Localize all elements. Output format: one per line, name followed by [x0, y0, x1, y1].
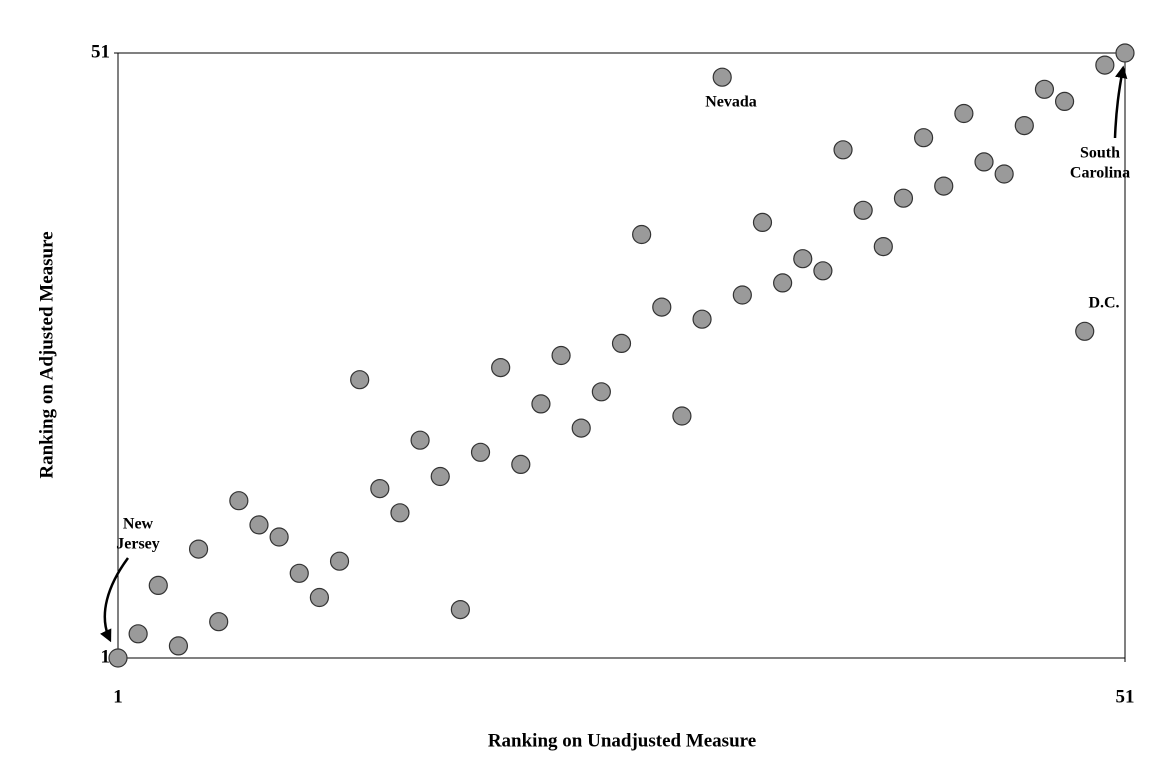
point	[1054, 91, 1075, 112]
point	[430, 466, 450, 487]
annotation: Jersey	[116, 536, 160, 553]
y-axis-label: Ranking on Adjusted Measure	[36, 231, 57, 478]
point	[752, 212, 773, 232]
point	[1034, 79, 1055, 99]
point	[893, 188, 914, 208]
arrow	[100, 557, 130, 643]
point	[108, 648, 128, 668]
y-tick-label: 51	[91, 41, 110, 62]
point	[591, 382, 611, 402]
point	[450, 599, 470, 620]
point	[470, 442, 491, 462]
point	[511, 454, 531, 474]
point	[934, 176, 954, 196]
point	[571, 418, 591, 438]
point	[974, 152, 994, 172]
point	[732, 285, 752, 305]
y-tick-label: 1	[101, 646, 111, 667]
point	[954, 103, 974, 124]
point	[269, 527, 289, 547]
point	[309, 587, 329, 608]
point	[410, 430, 430, 450]
point	[1115, 43, 1135, 63]
point	[1014, 115, 1034, 136]
x-tick-label: 51	[1116, 686, 1135, 707]
point	[652, 297, 672, 317]
point	[913, 128, 934, 148]
x-axis-label: Ranking on Unadjusted Measure	[488, 730, 756, 751]
point	[853, 200, 873, 220]
point	[793, 249, 813, 269]
point	[249, 515, 269, 535]
point	[611, 333, 632, 353]
point	[551, 345, 571, 366]
point	[1075, 321, 1095, 341]
point	[390, 503, 410, 523]
point	[1095, 55, 1115, 75]
point	[370, 479, 390, 499]
point	[188, 539, 209, 559]
point	[692, 309, 712, 329]
point	[229, 491, 249, 511]
annotation: New	[123, 516, 154, 533]
point	[128, 624, 148, 644]
arrow	[1113, 65, 1128, 139]
annotation: South	[1080, 145, 1120, 162]
point	[632, 224, 652, 245]
point	[994, 164, 1014, 184]
point	[209, 612, 229, 632]
point	[289, 563, 309, 583]
point	[329, 551, 350, 571]
point	[350, 370, 370, 390]
point	[168, 636, 189, 656]
point	[813, 261, 833, 281]
point	[773, 273, 793, 293]
point	[148, 575, 168, 596]
point	[873, 237, 893, 257]
point	[712, 67, 732, 87]
point	[491, 358, 511, 378]
point	[531, 394, 551, 414]
point	[672, 406, 692, 426]
x-tick-label: 1	[113, 686, 123, 707]
plot-frame	[117, 52, 1126, 659]
annotation: Carolina	[1070, 165, 1130, 182]
annotation: D.C.	[1088, 295, 1119, 312]
annotation: Nevada	[705, 94, 757, 111]
point	[833, 140, 853, 160]
